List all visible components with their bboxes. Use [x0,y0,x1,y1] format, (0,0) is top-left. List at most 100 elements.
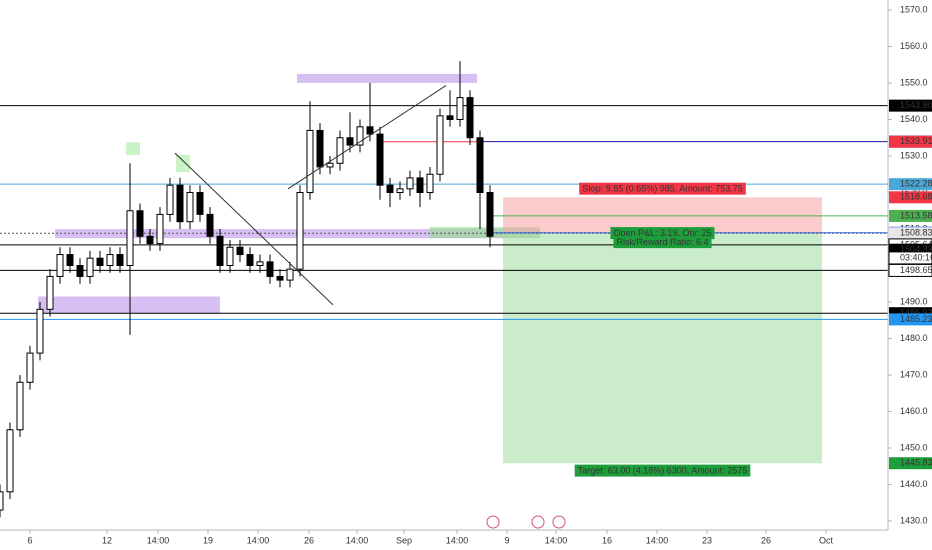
price-label-bg [889,135,932,148]
price-label: 1504.33 [900,244,932,254]
candle-body [346,137,354,146]
zone [176,154,190,173]
candle-body [266,261,274,277]
zone [430,227,540,239]
candle-body [466,97,474,139]
trendline [287,85,447,190]
x-tick-label: Oct [819,535,834,545]
price-label: 1498.65 [900,265,932,275]
candle-body [256,261,264,267]
zone [38,296,220,313]
x-tick-label: 14:00 [545,535,568,545]
stop-zone [503,197,822,233]
candle-body [116,254,124,267]
price-label: 1486.93 [900,308,932,318]
candle-body [126,210,134,266]
candle-body [356,126,364,146]
candle-body [456,97,464,120]
candle-body [16,381,24,431]
y-tick-label: 1530.0 [900,150,928,160]
target-zone [503,232,822,464]
candle-body [376,133,384,186]
price-label: 1518.68 [900,192,932,202]
candle-body [276,275,284,281]
x-tick-label: 9 [504,535,509,545]
stop-label-bg [579,182,746,195]
y-tick-label: 1490.0 [900,296,928,306]
candle-body [446,115,454,120]
candle-body [236,246,244,256]
y-tick-label: 1540.0 [900,114,928,124]
price-label-bg [889,191,932,204]
candle-body [136,210,144,237]
event-icons[interactable] [486,515,566,529]
x-tick-label: 14:00 [646,535,669,545]
x-tick-label: 14:00 [446,535,469,545]
candle-body [56,254,64,277]
event-icon[interactable] [486,515,500,529]
price-label: 1508.83 [900,228,932,238]
y-tick-label: 1440.0 [900,479,928,489]
target-label-bg [574,464,751,477]
candle-body [326,162,334,168]
price-label-bg [889,457,932,470]
price-label: 1522.28 [900,179,932,189]
x-tick-label: 14:00 [247,535,270,545]
candle-body [6,429,14,493]
candle-body [26,352,34,383]
candle-body [66,254,74,267]
y-tick-label: 1570.0 [900,4,928,14]
x-tick-label: 12 [102,535,112,545]
x-tick-label: 26 [761,535,771,545]
candle-body [386,184,394,193]
candle-body [36,308,44,354]
candle-body [96,257,104,267]
price-label-bg [889,178,932,191]
candle-body [396,188,404,194]
y-tick-label: 1430.0 [900,515,928,525]
candle-body [246,254,254,267]
x-tick-label: 6 [27,535,32,545]
candle-body [76,265,84,277]
rr-label: Risk/Reward Ratio: 6.4 [616,237,708,247]
x-tick-label: 26 [304,535,314,545]
countdown: 03:40:16 [900,252,932,262]
y-tick-label: 1550.0 [900,77,928,87]
price-label-bg [889,313,932,326]
y-tick-label: 1460.0 [900,406,928,416]
y-tick-label: 1560.0 [900,41,928,51]
candle-body [486,192,494,237]
candle-body [366,126,374,135]
price-label-bg [888,263,932,277]
event-icon[interactable] [531,515,545,529]
x-tick-label: 14:00 [346,535,369,545]
candle-body [146,235,154,245]
stop-label: Stop: 9.85 (0.65%) 985, Amount: 753.75 [582,184,743,194]
candle-body [206,213,214,237]
x-tick-label: 19 [203,535,213,545]
candle-body [476,137,484,193]
pnl-label: Open P&L: 3.19, Qty: 25 [613,228,711,238]
target-label: Target: 63.00 (4.18%) 6300, Amount: 2575 [578,466,748,476]
candle-body [46,275,54,310]
candle-body [196,192,204,215]
candle-body [106,254,114,267]
y-tick-label: 1450.0 [900,442,928,452]
y-tick-label: 1470.0 [900,369,928,379]
trendline [174,152,334,306]
price-label: 1543.80 [900,100,932,110]
x-tick-label: 14:00 [147,535,170,545]
price-label: 1485.23 [900,314,932,324]
candle-body [316,129,324,168]
y-tick-label: 1480.0 [900,333,928,343]
candle-body [156,213,164,245]
x-tick-label: 16 [602,535,612,545]
price-label: 1445.83 [900,458,932,468]
candle-body [166,184,174,215]
event-icon[interactable] [552,515,566,529]
rr-label-bg [613,236,712,249]
candle-body [336,137,344,164]
price-label-bg [889,209,932,222]
candle-body [176,184,184,223]
